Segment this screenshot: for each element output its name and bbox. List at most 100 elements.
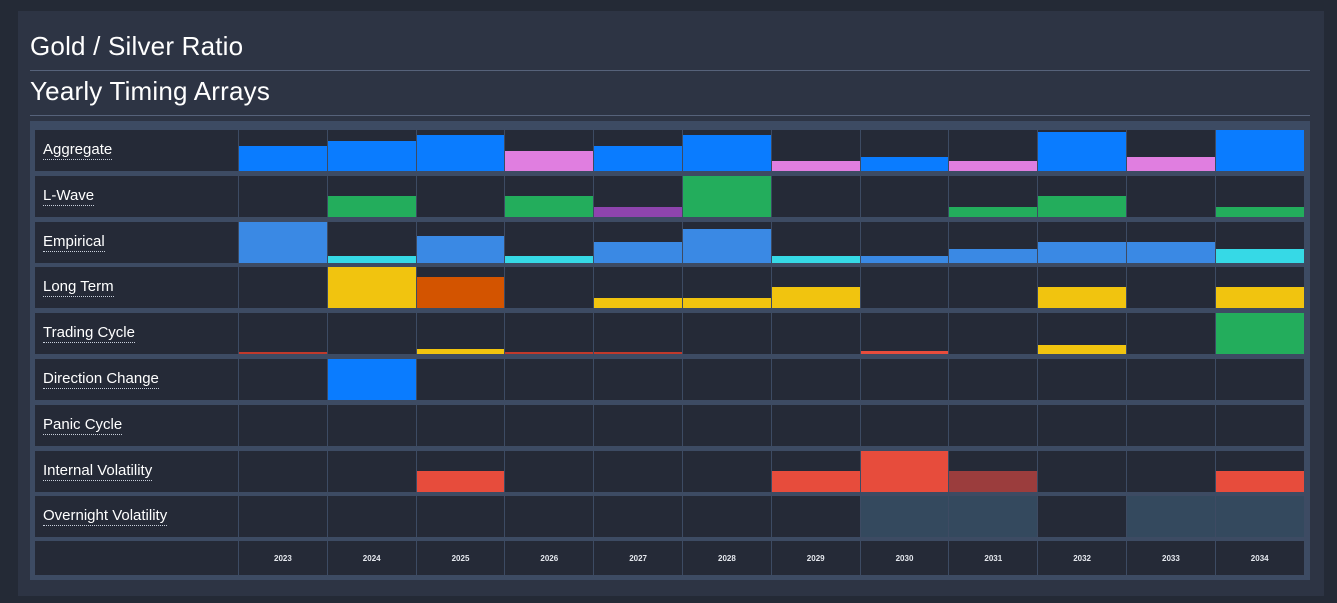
year-cell: 2023	[238, 541, 327, 575]
bar-l-wave-2026[interactable]	[505, 195, 594, 217]
bar-empirical-2032[interactable]	[1038, 241, 1126, 263]
cell-empirical-2029	[770, 221, 860, 263]
bar-aggregate-2033[interactable]	[1127, 157, 1215, 171]
timing-array-grid: Aggregate L-Wave Empirical Long Term Trading…	[30, 121, 1310, 580]
row-label-trading-cycle[interactable]: Trading Cycle	[43, 324, 135, 344]
year-cell: 2032	[1037, 541, 1126, 575]
bar-internal-volatility-2034[interactable]	[1215, 470, 1304, 492]
bar-trading-cycle-2030[interactable]	[860, 351, 949, 355]
cell-l-wave-2027	[593, 175, 682, 217]
cell-internal-volatility-2031	[948, 450, 1038, 492]
year-cell: 2031	[948, 541, 1037, 575]
bar-l-wave-2027[interactable]	[594, 206, 682, 217]
year-tick-label: 2030	[895, 554, 914, 563]
bar-empirical-2025[interactable]	[416, 235, 505, 263]
bar-direction-change-2024[interactable]	[327, 359, 416, 400]
row-label-internal-volatility[interactable]: Internal Volatility	[43, 461, 153, 481]
cell-aggregate-2032	[1037, 130, 1126, 171]
cell-aggregate-2023	[238, 130, 327, 171]
bar-long-term-2028[interactable]	[683, 298, 771, 309]
year-cell: 2027	[593, 541, 682, 575]
bar-internal-volatility-2025[interactable]	[416, 470, 505, 492]
bar-empirical-2029[interactable]	[771, 255, 860, 263]
year-tick-label: 2025	[451, 554, 470, 563]
cell-l-wave-2025	[415, 175, 505, 217]
row-label-empirical[interactable]: Empirical	[43, 232, 105, 252]
bar-empirical-2027[interactable]	[594, 241, 682, 263]
row-label-l-wave[interactable]: L-Wave	[43, 186, 95, 206]
bar-long-term-2034[interactable]	[1215, 287, 1304, 309]
cell-long-term-2030	[859, 267, 949, 309]
bar-aggregate-2026[interactable]	[505, 151, 594, 171]
cell-direction-change-2025	[415, 359, 505, 400]
bar-aggregate-2029[interactable]	[771, 161, 860, 171]
bar-overnight-volatility-2031[interactable]	[949, 496, 1038, 538]
bar-aggregate-2031[interactable]	[949, 161, 1038, 171]
cell-panic-cycle-2024	[326, 404, 416, 446]
bar-empirical-2028[interactable]	[683, 228, 771, 263]
bar-overnight-volatility-2030[interactable]	[860, 496, 949, 538]
bar-empirical-2034[interactable]	[1215, 248, 1304, 263]
bar-l-wave-2032[interactable]	[1038, 195, 1126, 217]
bar-long-term-2024[interactable]	[327, 267, 416, 309]
cell-overnight-volatility-2029	[770, 496, 860, 538]
cell-trading-cycle-2030	[859, 313, 949, 355]
bar-internal-volatility-2029[interactable]	[771, 470, 860, 492]
bar-trading-cycle-2027[interactable]	[594, 352, 682, 355]
cell-panic-cycle-2032	[1037, 404, 1126, 446]
bar-internal-volatility-2031[interactable]	[949, 470, 1038, 492]
bar-overnight-volatility-2033[interactable]	[1127, 496, 1215, 538]
cell-direction-change-2023	[238, 359, 327, 400]
cell-panic-cycle-2034	[1214, 404, 1304, 446]
bar-trading-cycle-2025[interactable]	[416, 349, 505, 355]
year-tick-label: 2029	[806, 554, 825, 563]
row-label-aggregate[interactable]: Aggregate	[43, 141, 113, 160]
cell-aggregate-2029	[770, 130, 860, 171]
bar-overnight-volatility-2034[interactable]	[1215, 496, 1304, 538]
cell-empirical-2032	[1037, 221, 1126, 263]
bar-empirical-2023[interactable]	[239, 221, 327, 263]
bar-empirical-2026[interactable]	[505, 255, 594, 263]
bar-trading-cycle-2032[interactable]	[1038, 345, 1126, 355]
bar-aggregate-2023[interactable]	[239, 146, 327, 171]
bar-empirical-2033[interactable]	[1127, 241, 1215, 263]
cell-internal-volatility-2033	[1126, 450, 1215, 492]
bar-empirical-2024[interactable]	[327, 255, 416, 263]
bar-trading-cycle-2026[interactable]	[505, 352, 594, 355]
bar-long-term-2027[interactable]	[594, 298, 682, 309]
bar-long-term-2029[interactable]	[771, 287, 860, 309]
bar-aggregate-2034[interactable]	[1215, 130, 1304, 171]
bar-l-wave-2034[interactable]	[1215, 206, 1304, 217]
cell-empirical-2034	[1214, 221, 1304, 263]
bar-trading-cycle-2023[interactable]	[239, 352, 327, 355]
cell-trading-cycle-2032	[1037, 313, 1126, 355]
cell-trading-cycle-2027	[593, 313, 682, 355]
bar-aggregate-2032[interactable]	[1038, 132, 1126, 171]
bar-long-term-2032[interactable]	[1038, 287, 1126, 309]
bar-trading-cycle-2034[interactable]	[1215, 313, 1304, 355]
bar-aggregate-2030[interactable]	[860, 157, 949, 171]
bar-l-wave-2024[interactable]	[327, 195, 416, 217]
cell-direction-change-2028	[682, 359, 771, 400]
bar-internal-volatility-2030[interactable]	[860, 450, 949, 492]
row-label-panic-cycle[interactable]: Panic Cycle	[43, 415, 123, 435]
bar-empirical-2031[interactable]	[949, 248, 1038, 263]
bar-aggregate-2025[interactable]	[416, 135, 505, 171]
cell-panic-cycle-2033	[1126, 404, 1215, 446]
row-label-direction-change[interactable]: Direction Change	[43, 370, 159, 389]
bar-aggregate-2027[interactable]	[594, 146, 682, 171]
bar-l-wave-2028[interactable]	[683, 175, 771, 217]
cell-overnight-volatility-2033	[1126, 496, 1215, 538]
cell-internal-volatility-2028	[682, 450, 771, 492]
bar-long-term-2025[interactable]	[416, 277, 505, 309]
row-label-overnight-volatility[interactable]: Overnight Volatility	[43, 507, 168, 527]
bar-aggregate-2024[interactable]	[327, 141, 416, 171]
cell-internal-volatility-2029	[770, 450, 860, 492]
row-label-long-term[interactable]: Long Term	[43, 278, 114, 298]
cell-panic-cycle-2023	[238, 404, 327, 446]
array-row-l-wave: L-Wave	[35, 175, 1304, 217]
bar-empirical-2030[interactable]	[860, 255, 949, 263]
cell-aggregate-2024	[326, 130, 416, 171]
bar-aggregate-2028[interactable]	[683, 135, 771, 171]
bar-l-wave-2031[interactable]	[949, 206, 1038, 217]
